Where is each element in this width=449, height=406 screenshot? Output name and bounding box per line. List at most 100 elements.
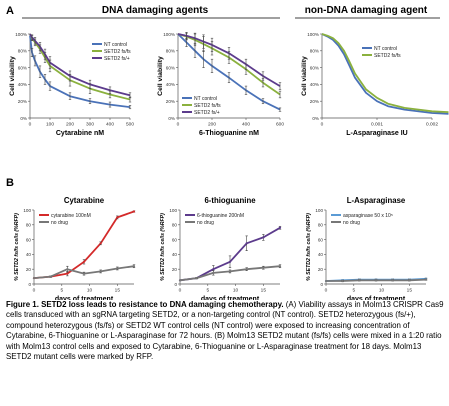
chart-a3: 0% 20% 40% 60% 80% 100% 0 0.001 0.002 L-Asparagin… xyxy=(301,32,449,137)
x-tick-label: 300 xyxy=(86,122,94,128)
series-a2-0 xyxy=(177,33,282,112)
x-tick-label: 5 xyxy=(60,288,63,294)
data-point xyxy=(341,279,344,283)
x-tick-label: 400 xyxy=(242,122,250,128)
x-tick-label: 200 xyxy=(66,122,74,128)
x-tick-label: 10 xyxy=(379,288,385,294)
y-tick-label: 40% xyxy=(18,82,27,87)
x-tick-label: 0 xyxy=(321,122,324,128)
y-tick-label: 20 xyxy=(172,267,178,272)
data-point xyxy=(278,265,282,268)
legend-label: no drug xyxy=(51,220,68,226)
data-point xyxy=(195,276,198,280)
data-point xyxy=(374,279,378,282)
chart-title: Cytarabine xyxy=(64,196,105,205)
y-axis-label: % SETD2 fs/fs cells (%RFP) xyxy=(306,213,312,281)
data-point xyxy=(82,272,86,275)
x-tick-label: 10 xyxy=(87,288,93,294)
x-tick-label: 0.002 xyxy=(426,122,438,128)
y-tick-label: 80 xyxy=(318,223,324,228)
data-point xyxy=(408,279,411,282)
y-tick-label: 40 xyxy=(318,252,324,257)
legend-label: SETD2 fs/+ xyxy=(194,110,220,116)
x-tick-label: 0.001 xyxy=(371,122,383,128)
chart-a2: 0% 20% 40% 60% 80% 100% 0 200 400 600 6-Thioguanin… xyxy=(157,32,284,137)
y-tick-label: 0 xyxy=(28,282,31,287)
series-line xyxy=(321,33,449,115)
legend-label: no drug xyxy=(343,220,360,226)
legend-label: 6-thioguanine 200nM xyxy=(197,213,244,219)
x-tick-label: 0 xyxy=(325,288,328,294)
x-axis-label: Cytarabine nM xyxy=(56,130,104,137)
series-b1-1 xyxy=(32,264,136,280)
data-point xyxy=(245,268,248,271)
data-point xyxy=(278,226,282,229)
y-tick-label: 100 xyxy=(169,208,177,213)
x-tick-label: 0 xyxy=(179,288,182,294)
data-point xyxy=(66,268,69,271)
x-tick-label: 100 xyxy=(46,122,54,128)
data-point xyxy=(49,275,52,278)
data-point xyxy=(116,267,119,270)
x-tick-label: 15 xyxy=(261,288,267,294)
y-tick-label: 0 xyxy=(320,282,323,287)
data-point xyxy=(262,236,265,239)
data-point xyxy=(228,270,232,273)
panel-a-label: A xyxy=(6,5,14,17)
data-point xyxy=(212,268,215,271)
x-tick-label: 5 xyxy=(352,288,355,294)
x-tick-label: 0 xyxy=(33,288,36,294)
caption-lead: Figure 1. SETD2 loss leads to resistance… xyxy=(6,300,284,309)
y-tick-label: 0% xyxy=(312,116,319,121)
y-tick-label: 100% xyxy=(307,32,319,37)
series-b2-1 xyxy=(178,264,282,282)
legend-label: NT control xyxy=(194,96,217,102)
y-tick-label: 20 xyxy=(318,267,324,272)
y-tick-label: 60% xyxy=(310,65,319,70)
figure: A DNA damaging agents non-DNA damaging a… xyxy=(6,5,449,300)
y-tick-label: 0 xyxy=(174,282,177,287)
chart-title: L-Asparaginase xyxy=(347,196,406,205)
series-a1-0 xyxy=(29,35,132,110)
y-tick-label: 20% xyxy=(166,99,175,104)
chart-a1: 0% 20% 40% 60% 80% 100% 0 100 200 300 400 500 Cytara… xyxy=(9,32,134,137)
legend-label: SETD2 fs/fs xyxy=(374,53,401,59)
x-axis-label: days of treatment xyxy=(201,296,260,300)
x-tick-label: 200 xyxy=(208,122,216,128)
y-tick-label: 40% xyxy=(166,82,175,87)
y-tick-label: 80% xyxy=(18,49,27,54)
y-axis-label: % SETD2 fs/fs cells (%RFP) xyxy=(160,213,166,281)
y-tick-label: 40 xyxy=(172,252,178,257)
caption-body: (A) Viability assays in Molm13 CRISPR Ca… xyxy=(6,300,444,362)
data-point xyxy=(262,266,265,269)
x-axis-label: 6-Thioguanine nM xyxy=(199,130,259,137)
x-axis-label: L-Asparaginase IU xyxy=(346,130,407,137)
y-axis-label: % SETD2 fs/fs cells (%RFP) xyxy=(14,213,20,281)
y-tick-label: 100 xyxy=(23,208,31,213)
x-tick-label: 10 xyxy=(233,288,239,294)
y-tick-label: 100% xyxy=(163,32,175,37)
data-point xyxy=(358,279,361,282)
y-tick-label: 60 xyxy=(26,237,32,242)
y-tick-label: 60% xyxy=(18,65,27,70)
data-point xyxy=(82,260,86,263)
x-tick-label: 0 xyxy=(177,122,180,128)
x-tick-label: 600 xyxy=(276,122,284,128)
y-tick-label: 60 xyxy=(172,237,178,242)
y-tick-label: 80% xyxy=(166,49,175,54)
y-tick-label: 20% xyxy=(18,99,27,104)
x-tick-label: 500 xyxy=(126,122,134,128)
series-a3-1 xyxy=(321,33,449,113)
y-tick-label: 20 xyxy=(26,267,32,272)
chart-title: 6-thioguanine xyxy=(204,196,256,205)
x-tick-label: 0 xyxy=(29,122,32,128)
data-point xyxy=(212,271,215,274)
series-line xyxy=(177,33,281,96)
legend-label: NT control xyxy=(104,42,127,48)
legend-label: asparaginase 50 x 10⁵ xyxy=(343,213,393,219)
y-tick-label: 80 xyxy=(172,223,178,228)
y-axis-label: Cell viability xyxy=(301,56,308,96)
legend-label: NT control xyxy=(374,46,397,52)
y-tick-label: 40% xyxy=(310,82,319,87)
data-point xyxy=(132,265,136,268)
